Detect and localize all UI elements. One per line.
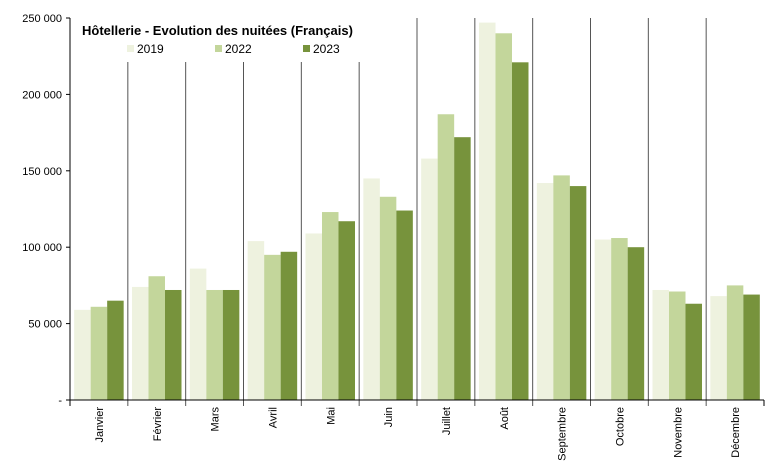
title-background	[76, 18, 396, 62]
bar-2019-septembre	[536, 183, 554, 400]
axes	[69, 18, 765, 406]
bar-2023-décembre	[743, 294, 760, 400]
x-tick-label-novembre: Novembre	[672, 407, 684, 458]
x-tick-label-avril: Avril	[267, 407, 279, 428]
bar-2022-avril	[264, 254, 281, 400]
bar-2023-juillet	[454, 137, 471, 400]
bar-2022-mars	[206, 289, 223, 400]
bar-2023-mars	[222, 289, 240, 400]
bar-2023-novembre	[685, 303, 702, 400]
bar-2023-août	[512, 62, 529, 400]
y-tick-label: 250 000	[22, 13, 62, 25]
x-tick-label-juillet: Juillet	[441, 407, 453, 435]
bars	[74, 22, 760, 401]
bar-2019-mai	[305, 233, 322, 400]
bar-2019-mars	[189, 268, 207, 400]
x-tick-label-février: Février	[152, 407, 164, 442]
bar-2022-février	[148, 276, 165, 400]
chart-title: Hôtellerie - Evolution des nuitées (Fran…	[82, 23, 353, 38]
bar-2019-juin	[363, 178, 380, 400]
bar-2023-avril	[280, 251, 298, 400]
bar-2022-octobre	[611, 238, 628, 400]
bar-2019-octobre	[594, 239, 612, 400]
x-tick-label-janvier: Janvier	[94, 407, 106, 443]
x-tick-label-juin: Juin	[383, 407, 395, 427]
bar-2022-juin	[379, 196, 397, 400]
y-tick-label: 150 000	[22, 166, 62, 178]
y-tick-label: 50 000	[28, 319, 62, 331]
bar-2023-septembre	[569, 186, 587, 400]
x-tick-label-mai: Mai	[325, 407, 337, 425]
bar-2019-avril	[247, 241, 265, 400]
legend-label-2022: 2022	[225, 42, 252, 56]
bar-2023-février	[165, 289, 182, 400]
legend: 2019 2022 2023	[127, 42, 340, 56]
bar-2022-septembre	[553, 175, 570, 400]
category-separators	[127, 18, 707, 406]
x-tick-label-septembre: Septembre	[557, 407, 569, 461]
y-tick-label: 200 000	[22, 89, 62, 101]
bar-2022-janvier	[90, 306, 108, 400]
bar-2022-novembre	[669, 291, 686, 400]
bar-2019-juillet	[421, 158, 438, 400]
legend-swatch-2019	[127, 45, 134, 52]
bar-2019-décembre	[710, 296, 727, 400]
x-tick-label-août: Août	[499, 407, 511, 430]
bar-2022-mai	[322, 212, 339, 400]
bar-2023-octobre	[627, 247, 645, 400]
bar-2019-août	[479, 22, 496, 401]
legend-swatch-2022	[215, 45, 222, 52]
bar-2019-février	[132, 286, 149, 400]
bar-2022-août	[495, 33, 512, 400]
y-tick-label: -	[58, 395, 62, 407]
bar-2019-janvier	[74, 309, 91, 400]
bar-2022-décembre	[726, 285, 744, 400]
bar-2023-mai	[338, 221, 355, 400]
x-tick-label-octobre: Octobre	[614, 407, 626, 446]
legend-swatch-2023	[303, 45, 310, 52]
y-tick-label: 100 000	[22, 242, 62, 254]
bar-2019-novembre	[652, 289, 669, 400]
legend-label-2023: 2023	[313, 42, 340, 56]
bar-2022-juillet	[437, 114, 455, 400]
legend-label-2019: 2019	[137, 42, 164, 56]
x-axis-ticks: Janvier Février Mars Avril Mai Juin Juillet Aoû…	[94, 407, 742, 461]
y-axis-ticks: - 50 000 100 000 150 000 200 000 250 000	[22, 13, 70, 407]
x-tick-label-décembre: Décembre	[730, 407, 742, 458]
bar-2023-janvier	[107, 300, 124, 400]
bar-2023-juin	[396, 210, 413, 400]
x-tick-label-mars: Mars	[210, 407, 222, 432]
